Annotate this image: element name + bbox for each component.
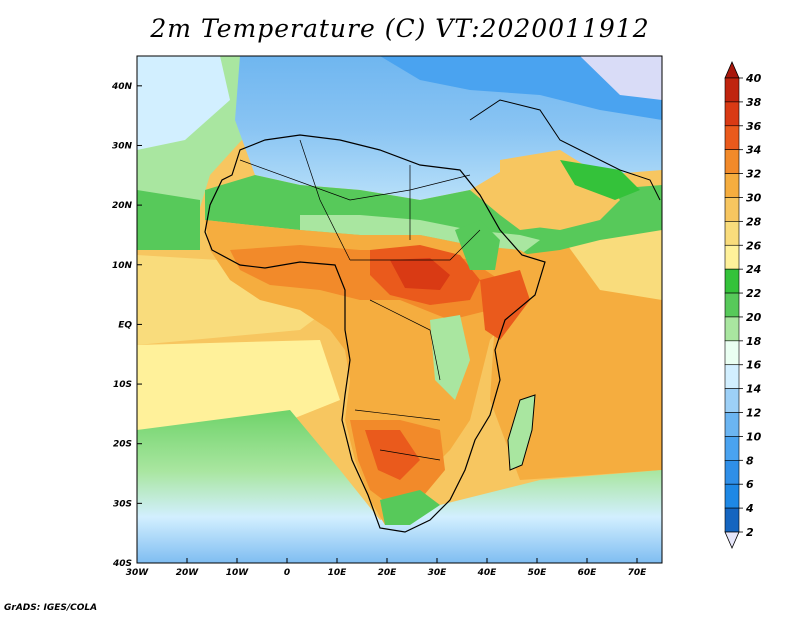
north-atlantic-cool <box>137 56 230 150</box>
colorbar-label: 8 <box>746 454 754 467</box>
lon-tick-label: 30W <box>126 568 150 578</box>
lon-tick-label: 60E <box>578 568 598 578</box>
colorbar-swatch <box>724 340 740 366</box>
colorbar-label: 34 <box>746 144 761 157</box>
colorbar-swatch <box>724 149 740 174</box>
colorbar-label: 36 <box>746 120 762 133</box>
colorbar-label: 38 <box>746 96 762 109</box>
lon-tick-label: 30E <box>428 568 448 578</box>
colorbar-top-arrow <box>724 61 740 79</box>
lat-tick-label: 20S <box>113 440 132 450</box>
colorbar-swatch <box>724 292 740 318</box>
map-frame <box>136 55 663 564</box>
colorbar-swatch <box>724 77 740 103</box>
south-cape-cool <box>380 490 440 525</box>
lon-tick-label: 70E <box>628 568 648 578</box>
lon-tick-label: 50E <box>528 568 548 578</box>
colorbar-label: 22 <box>746 287 762 300</box>
colorbar-swatch <box>724 436 740 461</box>
ethiopian-highlands <box>455 220 500 270</box>
colorbar-label: 4 <box>745 502 754 515</box>
colorbar-label: 16 <box>746 359 762 372</box>
colorbar-swatch <box>724 268 740 294</box>
latitude-labels: 40N 30N 20N 10N EQ 10S 20S 30S 40S <box>111 82 142 569</box>
lat-tick-label: 30N <box>112 141 133 151</box>
colorbar-label: 28 <box>746 215 762 228</box>
colorbar-label: 26 <box>746 239 762 252</box>
south-atlantic-warm <box>137 340 340 430</box>
africa-coastline <box>204 134 546 533</box>
colorbar-swatch <box>724 101 740 127</box>
colorbar-swatch <box>724 221 740 246</box>
map-title: 2m Temperature (C) VT:2020011912 <box>150 14 650 43</box>
colorbar-label: 10 <box>746 430 762 443</box>
map-field <box>137 56 662 563</box>
horn-hot <box>480 270 530 340</box>
asia-coastline <box>469 99 661 201</box>
arabian-sea <box>560 230 662 300</box>
colorbar-label: 20 <box>746 311 762 324</box>
lat-tick-label: 10N <box>112 261 133 271</box>
colorbar-label: 12 <box>746 407 762 420</box>
colorbar-swatch <box>724 460 740 485</box>
colorbar-swatch <box>724 125 740 150</box>
southern-ocean <box>137 410 662 563</box>
colorbar-swatch <box>724 412 740 437</box>
colorbar-label: 40 <box>745 72 762 85</box>
lat-tick-label: 20N <box>112 201 133 211</box>
lon-tick-label: 20W <box>176 568 200 578</box>
lon-tick-label: 10E <box>328 568 348 578</box>
colorbar-label: 18 <box>746 335 762 348</box>
longitude-labels: 30W 20W 10W 0 10E 20E 30E 40E 50E 60E 70E <box>126 558 647 578</box>
europe-cold <box>380 56 662 120</box>
colorbar-swatch <box>724 483 740 509</box>
lon-tick-label: 40E <box>477 568 498 578</box>
colorbar-swatch <box>724 364 740 389</box>
lat-tick-label: 30S <box>113 499 132 509</box>
colorbar-swatch <box>724 507 740 533</box>
colorbar-bottom-arrow <box>724 531 740 549</box>
lat-tick-label: 40N <box>111 82 133 92</box>
lon-tick-label: 20E <box>378 568 398 578</box>
colorbar-label: 14 <box>746 383 761 396</box>
lat-tick-label: EQ <box>118 320 132 330</box>
colorbar-swatch <box>724 197 740 222</box>
lat-tick-label: 10S <box>113 380 132 390</box>
colorbar-label: 2 <box>746 526 754 539</box>
colorbar-label: 30 <box>746 191 762 204</box>
colorbar-label: 32 <box>746 168 762 181</box>
kalahari-hot <box>365 430 420 480</box>
colorbar-swatch <box>724 316 740 342</box>
lat-tick-label: 40S <box>112 559 132 569</box>
colorbar-swatch <box>724 244 740 270</box>
colorbar-swatch <box>724 173 740 198</box>
sahel-green <box>205 175 662 255</box>
colorbar-swatch <box>724 388 740 413</box>
lon-tick-label: 10W <box>226 568 250 578</box>
colorbar: 40 38 36 34 32 30 28 26 24 22 20 18 16 14 12 10 8 6 4 2 <box>724 61 762 549</box>
madagascar-coastline <box>507 394 536 471</box>
asia-cold <box>580 56 662 100</box>
hot-core-north <box>390 258 450 290</box>
colorbar-label: 6 <box>746 478 754 491</box>
lon-tick-label: 0 <box>284 568 290 578</box>
madagascar <box>508 395 535 470</box>
country-borders <box>239 139 481 461</box>
cape-verde-green <box>137 190 200 250</box>
credit-text: GrADS: IGES/COLA <box>4 603 98 613</box>
colorbar-label: 24 <box>746 263 761 276</box>
